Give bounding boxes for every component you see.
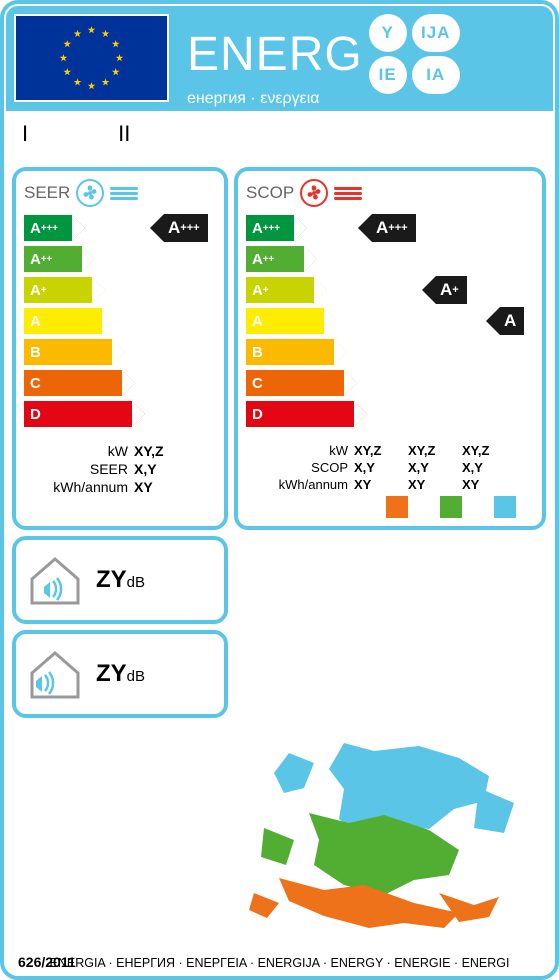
suffix-badge: IA <box>412 56 460 94</box>
indoor-noise-value: ZYdB <box>96 566 145 594</box>
seer-efficiency-scale: A+++ A++ A+ ABCD A+++ <box>24 215 216 435</box>
efficiency-arrow-a: A <box>246 308 324 334</box>
europe-zone-map <box>239 738 539 928</box>
rating-pointer: A+++ <box>164 214 208 242</box>
indoor-noise-icon <box>26 551 84 609</box>
suffix-badge: Y <box>369 14 407 52</box>
spec-value: X,Y <box>462 460 516 475</box>
title-row: ENERG Y IJA IE IA <box>187 14 543 94</box>
spec-value: X,Y <box>408 460 462 475</box>
efficiency-arrow-a: A <box>24 308 102 334</box>
efficiency-arrow-b: B <box>24 339 112 365</box>
efficiency-arrow-appp: A+++ <box>246 215 294 241</box>
spec-value: XY <box>408 477 462 492</box>
spec-label: SEER <box>24 461 134 477</box>
efficiency-arrow-c: C <box>24 370 122 396</box>
seer-label: SEER <box>24 183 70 203</box>
heat-waves-icon <box>334 187 362 200</box>
suffix-badge: IE <box>369 56 407 94</box>
zone-color-legend <box>246 496 534 518</box>
energy-label: ENERG Y IJA IE IA енергия · ενεργεια I I… <box>0 0 559 980</box>
outdoor-noise-value: ZYdB <box>96 660 145 688</box>
rating-pointer: A <box>500 307 524 335</box>
subtitle: енергия · ενεργεια <box>187 90 543 108</box>
regulation-number: 626/2011 <box>18 954 76 970</box>
spec-value: XY <box>462 477 516 492</box>
spec-value: X,Y <box>354 460 408 475</box>
efficiency-arrow-app: A++ <box>246 246 304 272</box>
efficiency-arrow-appp: A+++ <box>24 215 72 241</box>
spec-value: XY <box>354 477 408 492</box>
spec-label: kW <box>24 443 134 459</box>
model-id: II <box>118 121 130 159</box>
identifiers: I II <box>4 113 555 167</box>
efficiency-arrow-d: D <box>24 401 132 427</box>
header: ENERG Y IJA IE IA енергия · ενεργεια <box>6 6 553 111</box>
cooling-fan-icon <box>76 179 104 207</box>
eu-flag <box>14 14 169 102</box>
rating-pointer: A+++ <box>372 214 416 242</box>
spec-value: XY,Z <box>408 443 462 458</box>
zone-swatch <box>386 496 408 518</box>
indoor-noise-panel: ZYdB <box>12 536 228 624</box>
efficiency-arrow-app: A++ <box>24 246 82 272</box>
efficiency-arrow-d: D <box>246 401 354 427</box>
spec-label: kWh/annum <box>246 477 354 492</box>
spec-value: X,Y <box>134 461 157 477</box>
footer-text: ENERGIA · ЕНЕРГИЯ · ΕΝΕΡΓΕΙΑ · ENERGIJA … <box>4 956 555 970</box>
efficiency-arrow-b: B <box>246 339 334 365</box>
scop-label: SCOP <box>246 183 294 203</box>
outdoor-noise-panel: ZYdB <box>12 630 228 718</box>
spec-label: kWh/annum <box>24 479 134 495</box>
zone-swatch <box>494 496 516 518</box>
spec-value: XY,Z <box>462 443 516 458</box>
spec-value: XY,Z <box>354 443 408 458</box>
efficiency-arrow-ap: A+ <box>246 277 314 303</box>
spec-label: SCOP <box>246 460 354 475</box>
zone-swatch <box>440 496 462 518</box>
cool-waves-icon <box>110 187 138 200</box>
outdoor-noise-icon <box>26 645 84 703</box>
seer-panel: SEER A+++A++A+ABCDA+++ kWXY,ZSEERX,YkWh/… <box>12 167 228 530</box>
title: ENERG <box>187 27 363 82</box>
suffix-badge: IJA <box>412 14 460 52</box>
efficiency-arrow-c: C <box>246 370 344 396</box>
seer-specs: kWXY,ZSEERX,YkWh/annumXY <box>24 443 216 495</box>
supplier-id: I <box>22 121 28 159</box>
heating-fan-icon <box>300 179 328 207</box>
scop-efficiency-scale: A+++A++A+ABCDA+++A+A <box>246 215 534 435</box>
scop-panel: SCOP A+++A++A+ABCDA+++A+A kWXY,ZXY,ZXY,Z… <box>234 167 546 530</box>
rating-pointer: A+ <box>436 276 467 304</box>
spec-value: XY <box>134 479 153 495</box>
efficiency-arrow-ap: A+ <box>24 277 92 303</box>
spec-value: XY,Z <box>134 443 164 459</box>
spec-label: kW <box>246 443 354 458</box>
scop-specs: kWXY,ZXY,ZXY,ZSCOPX,YX,YX,YkWh/annumXYXY… <box>246 443 534 492</box>
